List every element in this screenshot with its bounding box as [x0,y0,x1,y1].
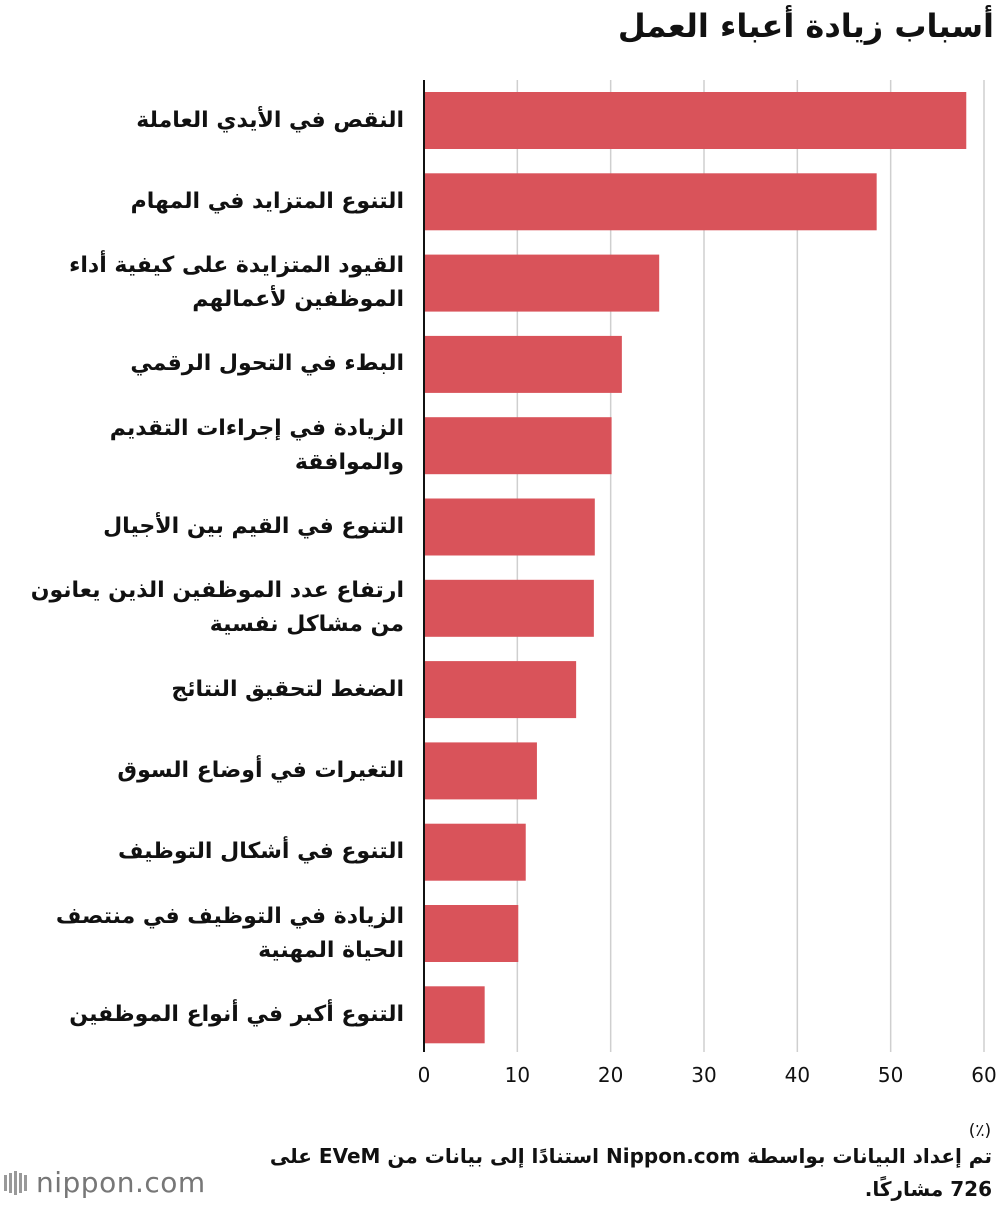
bar [424,986,485,1044]
gridlines [516,80,985,1052]
category-label: ارتفاع عدد الموظفين الذين يعانون من مشاك… [30,578,404,638]
bars [424,92,967,1044]
x-tick-label: 20 [597,1063,624,1087]
bar [424,661,577,719]
bar [424,254,660,312]
bar [424,742,537,800]
bar [424,498,595,556]
chart-title: أسباب زيادة أعباء العمل [617,7,994,45]
category-label: الزيادة في إجراءات التقديم والموافقة [109,415,404,475]
category-label: الضغط لتحقيق النتائج [171,676,404,702]
x-tick-label: 50 [877,1063,904,1087]
x-tick-label: 30 [691,1063,717,1087]
nippon-logo: nippon.com [2,1166,206,1200]
category-label: التنوع المتزايد في المهام [130,188,404,214]
category-label: التغيرات في أوضاع السوق [117,757,404,783]
category-label: الزيادة في التوظيف في منتصف الحياة المهن… [55,903,404,963]
bar [424,335,622,393]
bar [424,823,526,881]
bar [424,92,967,149]
nippon-logo-icon [4,1171,27,1195]
category-label: التنوع أكبر في أنواع الموظفين [69,1001,404,1027]
category-label: التنوع في أشكال التوظيف [117,839,404,865]
bar [424,173,877,231]
bar [424,417,612,475]
bar [424,579,594,637]
bar [424,905,519,962]
x-tick-label: 60 [971,1063,997,1087]
category-label: البطء في التحول الرقمي [130,351,404,377]
category-label: النقص في الأيدي العاملة [136,107,404,133]
category-label: التنوع في القيم بين الأجيال [103,514,404,539]
logo-text: nippon.com [36,1166,206,1199]
x-tick-label: 0 [417,1063,431,1087]
x-tick-label: 40 [784,1063,811,1087]
category-label: القيود المتزايدة على كيفية أداء الموظفين… [69,253,404,313]
source-note: تم إعداد البيانات بواسطة Nippon.com استن… [269,1144,992,1201]
x-tick-label: 10 [504,1063,531,1087]
unit-label: (٪) [968,1121,992,1141]
